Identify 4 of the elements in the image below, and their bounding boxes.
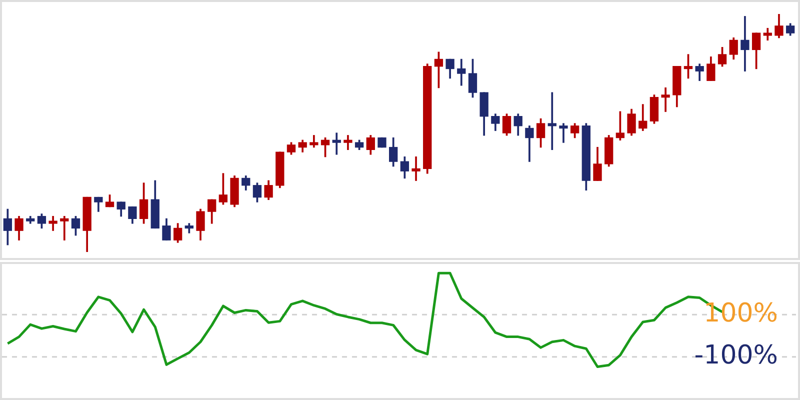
- candlestick: [48, 216, 58, 231]
- y-tick-label: 100%: [704, 298, 778, 328]
- y-tick-label: -100%: [694, 340, 778, 371]
- candlestick: [378, 137, 386, 148]
